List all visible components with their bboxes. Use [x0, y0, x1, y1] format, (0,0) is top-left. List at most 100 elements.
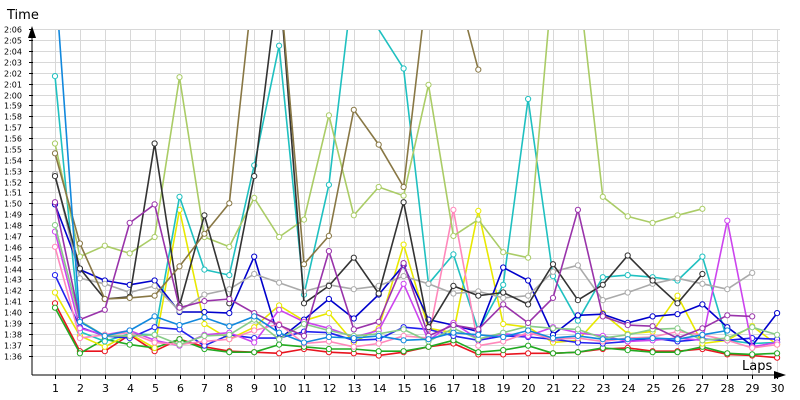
plot-area: [51, 30, 781, 361]
data-point: [325, 333, 332, 341]
data-point: [699, 325, 706, 332]
x-tick-label: 16: [423, 382, 437, 395]
data-point: [500, 301, 507, 308]
data-point: [51, 243, 59, 250]
data-point: [450, 322, 457, 329]
data-point: [450, 251, 457, 258]
data-point: [774, 331, 781, 338]
data-point: [350, 286, 357, 293]
y-tick-label: 1:41: [4, 298, 22, 307]
data-point: [350, 106, 357, 113]
data-point: [574, 332, 582, 339]
data-point: [151, 292, 158, 299]
data-point: [226, 331, 233, 338]
data-point: [51, 150, 59, 157]
data-point: [549, 294, 557, 301]
data-point: [674, 349, 681, 356]
data-point: [500, 333, 507, 341]
data-point: [251, 349, 258, 356]
y-tick-label: 1:38: [4, 331, 22, 340]
y-tick-label: 2:03: [4, 59, 22, 68]
data-point: [425, 343, 432, 350]
data-point: [649, 335, 656, 342]
data-point: [574, 317, 582, 324]
data-point: [176, 74, 183, 81]
series-13: [51, 30, 482, 303]
data-point: [375, 318, 382, 325]
data-point: [276, 306, 283, 313]
data-point: [574, 326, 582, 333]
x-tick-label: 1: [52, 382, 59, 395]
data-point: [450, 282, 457, 289]
data-point: [126, 341, 133, 348]
data-point: [599, 336, 606, 343]
data-point: [574, 206, 582, 213]
x-tick-label: 28: [721, 382, 735, 395]
data-point: [425, 280, 432, 287]
data-point: [76, 335, 84, 342]
data-point: [525, 277, 532, 284]
y-tick-label: 1:51: [4, 189, 22, 198]
data-point: [624, 336, 631, 343]
data-point: [475, 349, 482, 356]
data-point: [151, 344, 158, 351]
data-point: [226, 295, 233, 303]
data-point: [151, 233, 158, 241]
series-line: [58, 30, 728, 344]
data-point: [749, 324, 756, 331]
series-6: [51, 201, 781, 349]
data-point: [251, 339, 258, 346]
data-point: [749, 344, 756, 351]
x-tick-label: 29: [746, 382, 760, 395]
data-point: [201, 212, 208, 219]
data-point: [525, 301, 532, 308]
data-point: [151, 277, 158, 284]
x-tick-label: 26: [672, 382, 686, 395]
data-point: [450, 329, 457, 336]
data-point: [475, 207, 482, 214]
x-tick-label: 4: [127, 382, 134, 395]
y-tick-label: 1:48: [4, 222, 22, 231]
data-point: [724, 327, 731, 334]
series-12: [51, 30, 706, 331]
data-point: [674, 336, 681, 343]
data-point: [549, 335, 557, 342]
data-point: [101, 343, 108, 350]
data-point: [276, 336, 283, 343]
data-point: [151, 313, 158, 320]
x-tick-label: 19: [497, 382, 511, 395]
data-point: [674, 300, 681, 307]
data-point: [724, 217, 731, 224]
data-point: [624, 252, 631, 259]
data-point: [475, 292, 482, 299]
data-point: [525, 342, 532, 349]
y-tick-label: 2:06: [4, 26, 22, 35]
data-point: [201, 332, 208, 339]
x-tick-label: 14: [373, 382, 387, 395]
data-point: [350, 212, 357, 219]
series-line: [54, 209, 778, 349]
data-point: [674, 325, 681, 332]
data-point: [624, 322, 631, 329]
y-tick-label: 1:46: [4, 244, 22, 253]
data-point: [724, 350, 731, 357]
series-line: [54, 224, 778, 346]
data-point: [76, 275, 84, 282]
y-axis-arrow: [28, 26, 36, 38]
y-tick-label: 1:39: [4, 320, 22, 329]
data-point: [251, 173, 258, 180]
data-point: [126, 327, 133, 334]
data-point: [201, 230, 208, 237]
x-tick-label: 24: [622, 382, 636, 395]
y-tick-label: 1:58: [4, 113, 22, 122]
data-point: [251, 253, 258, 260]
data-point: [574, 262, 582, 269]
data-point: [151, 201, 158, 208]
data-point: [500, 294, 507, 301]
data-point: [101, 306, 108, 313]
y-tick-labels: 1:36 1:37 1:38 1:39 1:40 1:41 1:42 1:431:44 1:45…: [4, 26, 33, 362]
data-point: [251, 270, 258, 278]
data-point: [300, 300, 308, 307]
x-tick-label: 11: [298, 382, 312, 395]
data-point: [624, 272, 631, 279]
